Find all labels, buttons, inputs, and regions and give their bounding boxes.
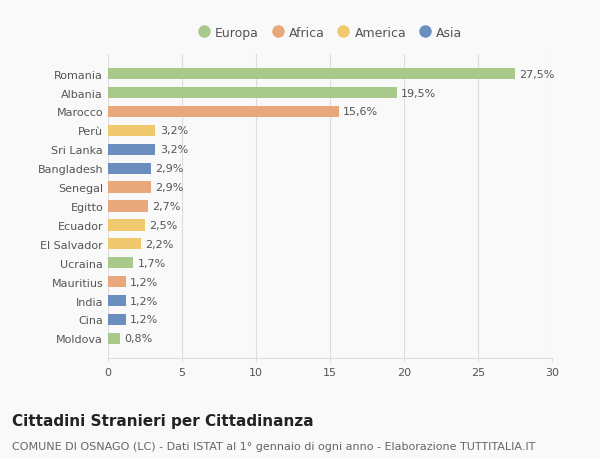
Text: 2,9%: 2,9% [155,183,184,193]
Legend: Europa, Africa, America, Asia: Europa, Africa, America, Asia [193,22,467,45]
Text: 2,9%: 2,9% [155,164,184,174]
Text: 1,2%: 1,2% [130,315,158,325]
Text: COMUNE DI OSNAGO (LC) - Dati ISTAT al 1° gennaio di ogni anno - Elaborazione TUT: COMUNE DI OSNAGO (LC) - Dati ISTAT al 1°… [12,441,535,451]
Bar [108,257,133,269]
Text: 15,6%: 15,6% [343,107,379,117]
Bar [108,106,339,118]
Text: 1,2%: 1,2% [130,296,158,306]
Text: 2,5%: 2,5% [149,220,178,230]
Text: 2,7%: 2,7% [152,202,181,212]
Bar [108,333,120,344]
Bar [108,144,155,156]
Bar [108,201,148,212]
Bar [108,163,151,174]
Text: 0,8%: 0,8% [124,334,152,344]
Bar [108,295,126,307]
Text: Cittadini Stranieri per Cittadinanza: Cittadini Stranieri per Cittadinanza [12,413,314,428]
Text: 1,7%: 1,7% [137,258,166,268]
Text: 27,5%: 27,5% [520,69,555,79]
Text: 2,2%: 2,2% [145,239,173,249]
Text: 1,2%: 1,2% [130,277,158,287]
Text: 3,2%: 3,2% [160,126,188,136]
Bar [108,182,151,193]
Bar [108,314,126,325]
Text: 19,5%: 19,5% [401,89,436,98]
Text: 3,2%: 3,2% [160,145,188,155]
Bar [108,276,126,288]
Bar [108,125,155,137]
Bar [108,88,397,99]
Bar [108,239,140,250]
Bar [108,69,515,80]
Bar [108,220,145,231]
